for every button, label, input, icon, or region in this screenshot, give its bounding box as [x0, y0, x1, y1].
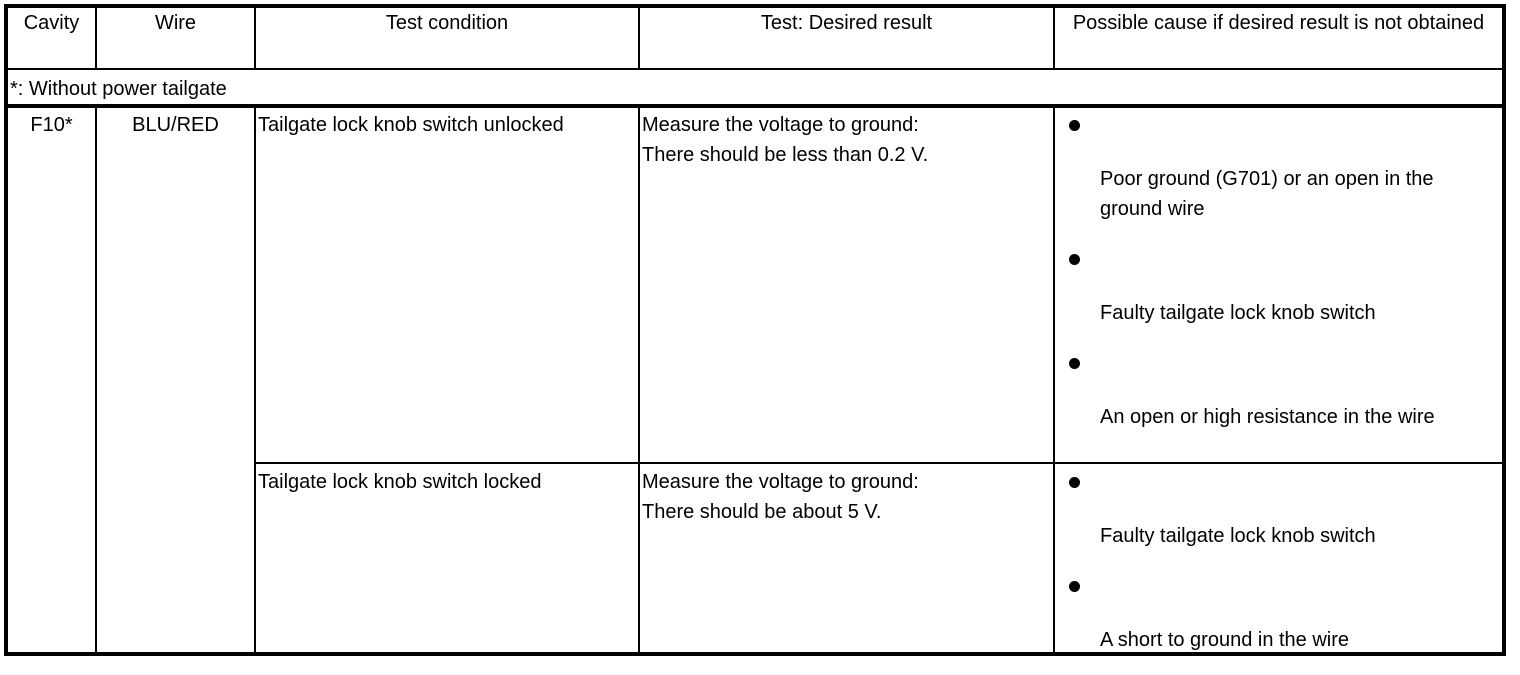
result-locked: Measure the voltage to ground: There sho… — [642, 467, 1047, 527]
cause-item: Faulty tailgate lock knob switch — [1100, 525, 1376, 547]
result-line: There should be about 5 V. — [642, 501, 882, 523]
col-divider — [638, 106, 640, 652]
bullet-icon — [1055, 467, 1495, 521]
col-divider — [95, 106, 97, 652]
note-divider — [8, 104, 1502, 108]
header-test-condition: Test condition — [385, 12, 509, 34]
condition-locked: Tailgate lock knob switch locked — [258, 471, 542, 493]
condition-unlocked: Tailgate lock knob switch unlocked — [258, 114, 564, 136]
col-divider — [95, 8, 97, 68]
header-cavity: Cavity — [23, 12, 80, 34]
result-line: There should be less than 0.2 V. — [642, 144, 929, 166]
col-divider — [638, 8, 640, 68]
cause-item: Poor ground (G701) or an open in the gro… — [1100, 168, 1434, 220]
note-row: *: Without power tailgate — [10, 78, 227, 100]
header-divider — [8, 68, 1502, 70]
col-divider — [1053, 8, 1055, 68]
result-line: Measure the voltage to ground: — [642, 114, 919, 136]
header-desired-result: Test: Desired result — [760, 12, 933, 34]
cause-item: A short to ground in the wire — [1100, 629, 1350, 651]
header-possible-cause: Possible cause if desired result is not … — [1072, 12, 1485, 34]
col-divider — [254, 106, 256, 652]
cause-item: An open or high resistance in the wire — [1100, 406, 1435, 428]
causes-locked: Faulty tailgate lock knob switch A short… — [1055, 467, 1495, 675]
row-divider — [256, 462, 1502, 464]
bullet-icon — [1055, 244, 1495, 298]
cavity-value: F10* — [30, 114, 73, 136]
col-divider — [254, 8, 256, 68]
causes-unlocked: Poor ground (G701) or an open in the gro… — [1055, 110, 1495, 452]
diagnostic-table: Cavity Wire Test condition Test: Desired… — [4, 4, 1506, 656]
bullet-icon — [1055, 110, 1495, 164]
wire-value: BLU/RED — [132, 114, 219, 136]
bullet-icon — [1055, 348, 1495, 402]
result-line: Measure the voltage to ground: — [642, 471, 919, 493]
col-divider — [1053, 106, 1055, 652]
header-wire: Wire — [154, 12, 197, 34]
result-unlocked: Measure the voltage to ground: There sho… — [642, 110, 1047, 170]
bullet-icon — [1055, 571, 1495, 625]
cause-item: Faulty tailgate lock knob switch — [1100, 302, 1376, 324]
